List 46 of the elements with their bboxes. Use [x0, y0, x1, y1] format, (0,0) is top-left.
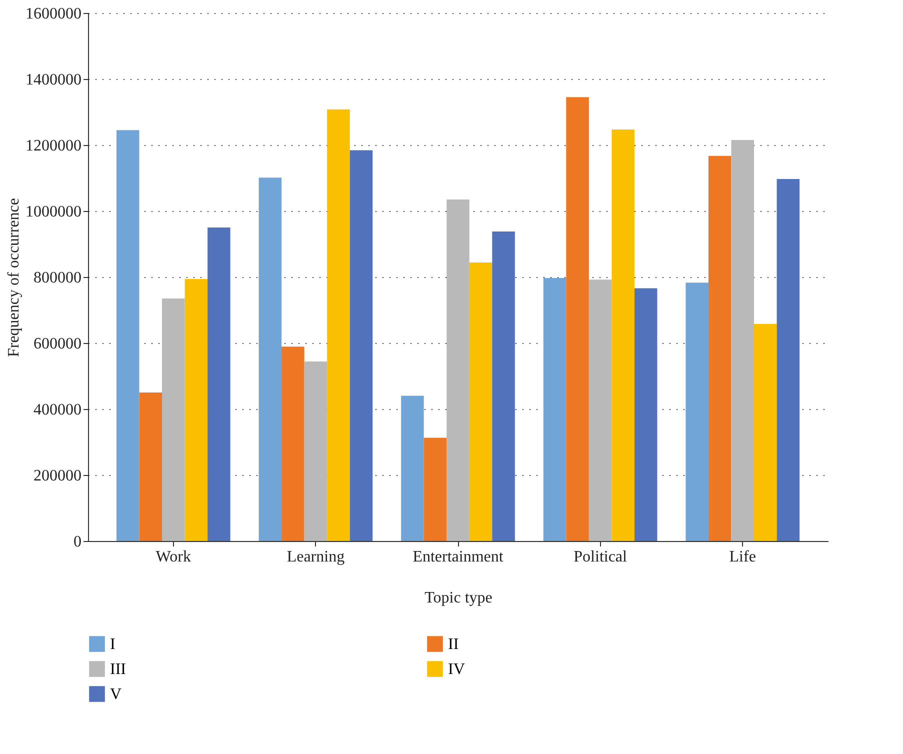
x-axis-title: Topic type [424, 590, 492, 606]
bar [754, 324, 777, 541]
y-tick-label: 800000 [34, 270, 82, 286]
y-tick-label: 1200000 [26, 138, 82, 154]
x-tick-label: Work [156, 548, 191, 566]
bar [634, 288, 658, 541]
bar [401, 396, 424, 541]
bar [350, 150, 373, 541]
bar [258, 178, 282, 541]
bar [327, 109, 350, 541]
bar [139, 392, 162, 541]
legend-label: IV [448, 661, 466, 678]
y-tick-label: 1600000 [26, 6, 82, 22]
y-tick-label: 1000000 [26, 204, 82, 220]
y-axis-title: Frequency of occurrence [6, 198, 22, 358]
bar [612, 129, 634, 541]
bar [304, 361, 328, 541]
bar [776, 178, 800, 541]
bar [184, 278, 208, 541]
x-tick-label: Learning [286, 548, 345, 566]
y-tick-label: 0 [74, 534, 82, 550]
bar [208, 228, 230, 541]
legend-label: II [448, 636, 459, 653]
bar [282, 346, 304, 541]
legend-label: V [110, 686, 122, 703]
bar [424, 438, 447, 541]
y-tick-label: 200000 [34, 468, 82, 484]
bar [469, 262, 492, 541]
x-tick-label: Political [574, 548, 628, 566]
bar [588, 280, 612, 541]
bar [446, 199, 470, 541]
y-tick-label: 400000 [34, 402, 82, 418]
y-tick-label: 1400000 [26, 72, 82, 88]
bar [686, 282, 708, 541]
bar [162, 298, 185, 541]
bar [116, 130, 140, 541]
x-tick-label: Entertainment [412, 548, 504, 566]
x-tick-label: Life [729, 548, 756, 566]
bar [543, 278, 566, 541]
bar [566, 97, 589, 541]
bar [731, 140, 754, 541]
legend-label: I [110, 636, 116, 653]
bar [708, 156, 732, 541]
y-tick-label: 600000 [34, 336, 82, 352]
bar [492, 231, 515, 541]
legend-label: III [110, 661, 126, 678]
